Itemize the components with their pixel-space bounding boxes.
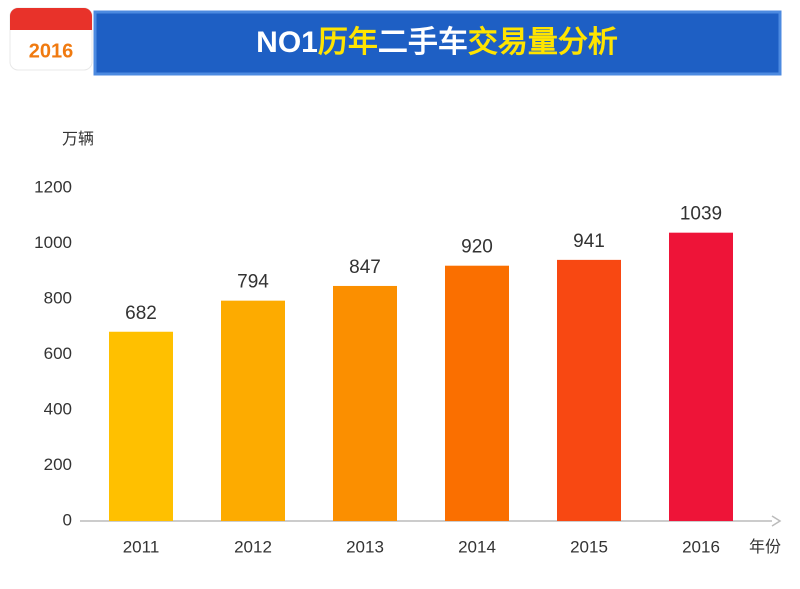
y-tick-label: 1200: [34, 177, 72, 196]
x-tick-label: 2015: [570, 537, 608, 556]
bar: [669, 232, 733, 522]
y-tick-label: 0: [63, 510, 72, 529]
x-axis-arrow: [771, 515, 782, 527]
y-tick-label: 200: [44, 455, 72, 474]
title-part: NO1: [256, 26, 318, 59]
badge-text: 2016: [29, 40, 74, 62]
y-tick-label: 400: [44, 399, 72, 418]
value-label: 920: [461, 237, 493, 258]
y-axis-label: 万辆: [62, 130, 94, 148]
value-label: 682: [125, 303, 157, 324]
value-label: 941: [573, 231, 605, 252]
title-part: 二手车: [378, 25, 468, 59]
value-label: 1039: [680, 204, 722, 225]
x-tick-label: 2013: [346, 537, 384, 556]
bar: [445, 265, 509, 521]
title-part: 历年: [318, 26, 378, 59]
x-tick-label: 2016: [682, 537, 720, 556]
badge-top: [10, 8, 92, 30]
title-part: 交易量分析: [468, 25, 618, 59]
y-tick-label: 800: [44, 288, 72, 307]
x-tick-label: 2011: [123, 537, 160, 556]
chart-title: NO1历年二手车交易量分析: [256, 25, 618, 59]
title-banner: [93, 10, 782, 76]
x-tick-label: 2014: [458, 537, 496, 556]
x-tick-label: 2012: [234, 537, 272, 556]
y-tick-label: 600: [44, 344, 72, 363]
bar: [333, 285, 397, 521]
value-label: 794: [237, 272, 269, 293]
bar: [109, 331, 173, 521]
value-label: 847: [349, 257, 381, 278]
y-tick-label: 1000: [34, 233, 72, 252]
bar: [557, 259, 621, 521]
x-axis-label: 年份: [749, 538, 781, 556]
bar: [221, 300, 285, 521]
